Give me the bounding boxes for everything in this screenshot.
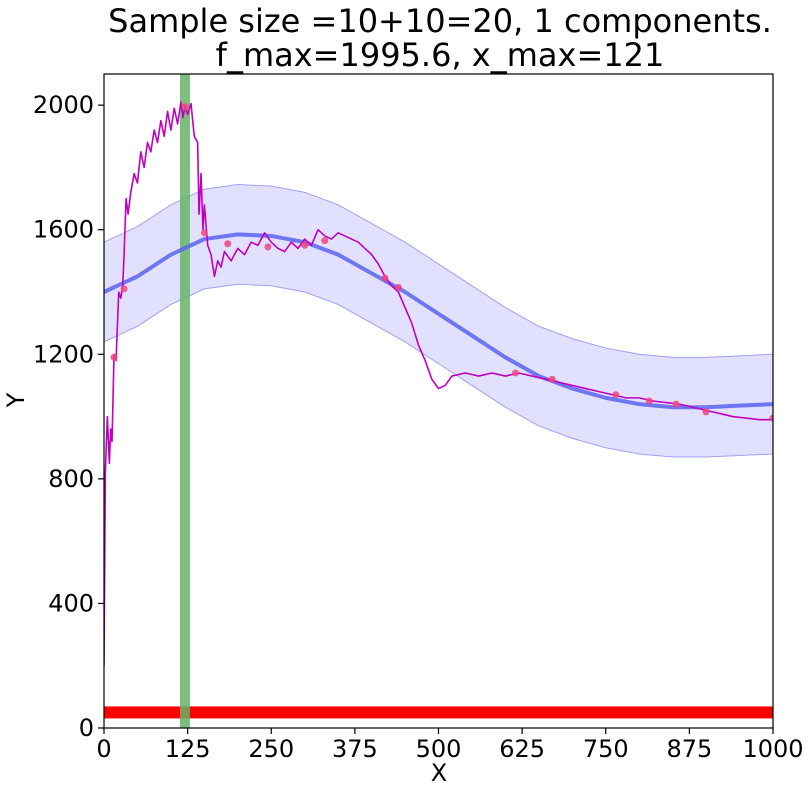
y-tick-label: 2000 [33, 91, 94, 119]
y-tick-label: 0 [79, 714, 94, 742]
observed-line [104, 101, 773, 666]
y-tick-label: 400 [48, 589, 94, 617]
y-tick-label: 1600 [33, 216, 94, 244]
sample-point [301, 241, 309, 249]
sample-point [264, 243, 272, 251]
axes: 0 125 250 375 500 625 750 875 1000 0 400 800 1200 160… [33, 73, 804, 763]
x-tick-label: 500 [416, 735, 462, 763]
x-tick-label: 0 [96, 735, 111, 763]
confidence-band [104, 184, 773, 458]
sample-point [110, 353, 118, 361]
sample-point [672, 400, 680, 408]
chart-title-line-1: Sample size =10+10=20, 1 components. [108, 2, 772, 40]
sample-point [548, 375, 556, 383]
x-tick-label: 1000 [742, 735, 803, 763]
y-tick-label: 1200 [33, 340, 94, 368]
chart-title-line-2: f_max=1995.6, x_max=121 [216, 36, 665, 74]
x-tick-label: 875 [666, 735, 712, 763]
sample-point [394, 283, 402, 291]
x-tick-label: 750 [583, 735, 629, 763]
x-tick-label: 125 [165, 735, 211, 763]
sample-point [321, 237, 329, 245]
x-axis-label: X [431, 759, 447, 787]
baseline-bar [104, 706, 773, 719]
sample-point [120, 285, 128, 293]
sample-point [200, 229, 208, 237]
x-tick-label: 375 [332, 735, 378, 763]
sample-point [511, 369, 519, 377]
y-axis-label: Y [2, 392, 30, 408]
x-tick-label: 625 [499, 735, 545, 763]
sample-point [381, 274, 389, 282]
fit-line [104, 232, 773, 410]
sample-point [612, 391, 620, 399]
sample-point [645, 397, 653, 405]
sample-point [769, 414, 773, 422]
y-tick-label: 800 [48, 465, 94, 493]
plot-area [104, 74, 773, 728]
sample-point [224, 240, 232, 248]
x-max-marker [179, 74, 190, 728]
sample-point [702, 408, 710, 416]
sample-point [181, 103, 189, 111]
x-tick-label: 250 [248, 735, 294, 763]
